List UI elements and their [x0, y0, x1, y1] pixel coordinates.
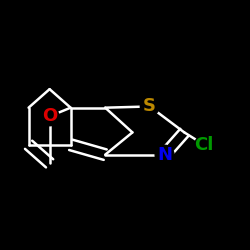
Circle shape	[195, 136, 214, 154]
Circle shape	[40, 107, 59, 126]
Text: S: S	[143, 98, 156, 116]
Text: O: O	[42, 107, 57, 125]
Text: N: N	[157, 146, 172, 164]
Circle shape	[140, 97, 159, 116]
Circle shape	[155, 145, 174, 164]
Text: Cl: Cl	[194, 136, 214, 154]
